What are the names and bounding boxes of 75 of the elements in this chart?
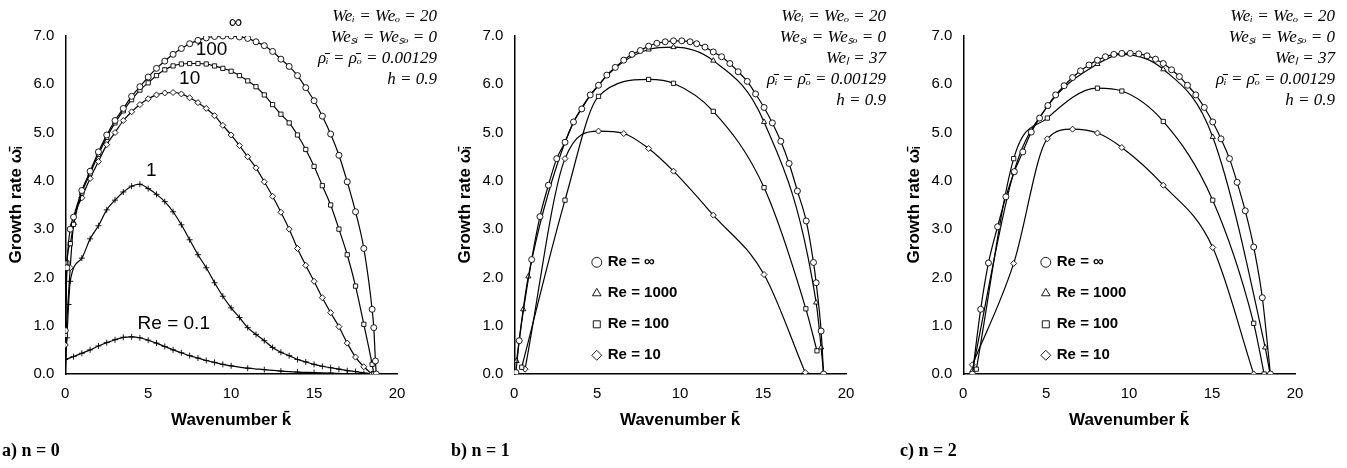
y-tick-label: 4.0: [931, 171, 953, 188]
y-tick-label: 2.0: [482, 267, 504, 285]
y-tick-label: 1.0: [931, 315, 953, 333]
y-tick-label: 4.0: [33, 171, 55, 188]
y-tick-label: 0.0: [33, 364, 55, 382]
series-label: ∞: [228, 10, 243, 32]
y-tick-label: 2.0: [33, 267, 55, 285]
x-tick-label: 10: [671, 384, 689, 402]
x-tick-label: 10: [1120, 384, 1138, 402]
legend-label: Re = 100: [1056, 314, 1119, 332]
x-tick-label: 5: [1042, 384, 1051, 402]
legend-label: Re = 10: [607, 345, 661, 363]
text: Weᵢ = Weₒ = 20: [781, 5, 887, 25]
x-tick-label: 20: [388, 384, 406, 402]
y-tick-label: 5.0: [482, 122, 504, 140]
annotation: h = 0.9: [387, 68, 438, 88]
annotation: Weₛᵢ = Weₛₒ = 0: [779, 26, 887, 46]
x-axis-title: Wavenumber k̄: [619, 409, 741, 429]
x-tick-label: 5: [593, 384, 602, 402]
annotation: h = 0.9: [1285, 89, 1336, 109]
y-axis-title: Growth rate ω̄ᵢ: [903, 145, 923, 264]
y-tick-label: 5.0: [33, 122, 55, 140]
y-tick-label: 6.0: [33, 74, 55, 92]
series-label: 100: [195, 38, 228, 60]
legend-label: Re = ∞: [607, 252, 656, 270]
y-tick-label: 7.0: [931, 26, 953, 44]
text: c) n = 2: [900, 439, 957, 461]
x-tick-label: 15: [1203, 384, 1221, 402]
series-label: Re = 0.1: [137, 311, 210, 333]
y-tick-label: 1.0: [33, 315, 55, 333]
legend-label: Re = 100: [607, 314, 670, 332]
text: a) n = 0: [2, 439, 60, 461]
x-tick-label: 15: [305, 384, 323, 402]
text: Weᵢ = Weₒ = 20: [332, 5, 438, 25]
x-axis-title: Wavenumber k̄: [1068, 409, 1190, 429]
series-label: 1: [145, 158, 157, 180]
legend-label: Re = 10: [1056, 345, 1110, 363]
y-tick-label: 4.0: [482, 171, 504, 188]
y-tick-label: 3.0: [482, 219, 504, 237]
x-tick-label: 15: [754, 384, 772, 402]
x-tick-label: 5: [144, 384, 153, 402]
text: Weᵢ = Weₒ = 20: [1230, 5, 1336, 25]
x-tick-label: 20: [1286, 384, 1304, 402]
y-tick-label: 6.0: [482, 74, 504, 92]
annotation: ρ̄ᵢ = ρ̄ₒ = 0.00129: [1214, 68, 1336, 88]
legend-label: Re = 1000: [607, 283, 678, 301]
y-tick-label: 0.0: [482, 364, 504, 382]
annotation: Weₗ = 37: [825, 47, 888, 67]
x-axis-title: Wavenumber k̄: [170, 409, 292, 429]
y-tick-label: 7.0: [33, 26, 55, 44]
text: b) n = 1: [451, 439, 510, 461]
annotation: h = 0.9: [836, 89, 887, 109]
y-axis-title: Growth rate ω̄ᵢ: [454, 145, 474, 264]
annotation: Weₗ = 37: [1274, 47, 1337, 67]
y-tick-label: 6.0: [931, 74, 953, 92]
annotation: ρ̄ᵢ = ρ̄ₒ = 0.00129: [765, 68, 887, 88]
legend-label: Re = ∞: [1056, 252, 1105, 270]
legend-label: Re = 1000: [1056, 283, 1127, 301]
x-tick-label: 0: [61, 384, 70, 402]
x-tick-label: 10: [222, 384, 240, 402]
x-tick-label: 0: [959, 384, 968, 402]
y-tick-label: 2.0: [931, 267, 953, 285]
y-axis-title: Growth rate ω̄ᵢ: [5, 145, 25, 264]
annotation: Weₛᵢ = Weₛₒ = 0: [330, 26, 438, 46]
y-tick-label: 7.0: [482, 26, 504, 44]
y-tick-label: 5.0: [931, 122, 953, 140]
annotation: ρ̄ᵢ = ρ̄ₒ = 0.00129: [316, 47, 438, 67]
y-tick-label: 0.0: [931, 364, 953, 382]
y-tick-label: 1.0: [482, 315, 504, 333]
x-tick-label: 20: [837, 384, 855, 402]
annotation: Weₛᵢ = Weₛₒ = 0: [1228, 26, 1336, 46]
y-tick-label: 3.0: [931, 219, 953, 237]
y-tick-label: 3.0: [33, 219, 55, 237]
series-label: 10: [179, 67, 201, 89]
x-tick-label: 0: [510, 384, 519, 402]
